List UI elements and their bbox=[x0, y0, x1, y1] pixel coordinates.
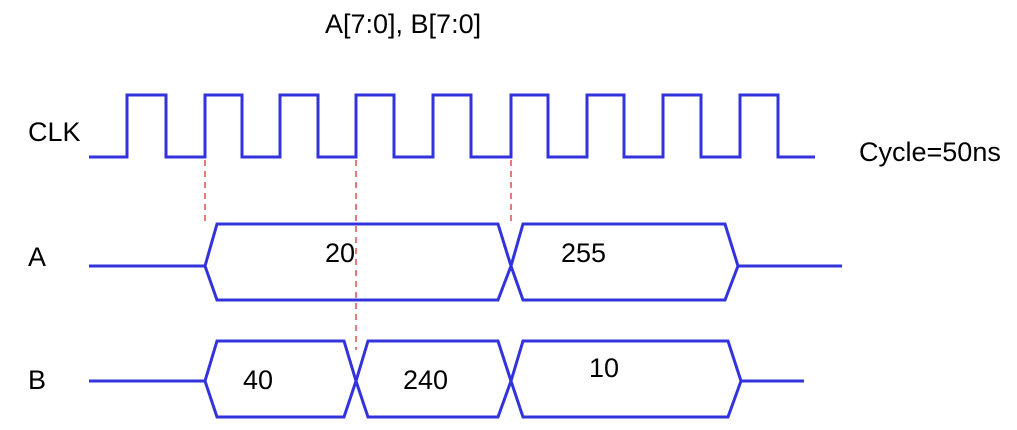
clock-waveform bbox=[89, 93, 815, 159]
cycle-note: Cycle=50ns bbox=[859, 137, 1001, 167]
signal-b-value: 10 bbox=[589, 353, 619, 383]
signal-b-value: 40 bbox=[243, 365, 273, 395]
diagram-title: A[7:0], B[7:0] bbox=[325, 9, 481, 39]
signal-a-value: 255 bbox=[561, 238, 606, 268]
signal-a-waveform bbox=[89, 222, 842, 302]
signal-b-label: B bbox=[28, 365, 46, 395]
signal-b-value: 240 bbox=[403, 365, 448, 395]
signal-b-waveform bbox=[89, 339, 804, 419]
clk-label: CLK bbox=[28, 117, 81, 147]
signal-a-label: A bbox=[28, 242, 46, 272]
signal-a-value: 20 bbox=[325, 238, 355, 268]
